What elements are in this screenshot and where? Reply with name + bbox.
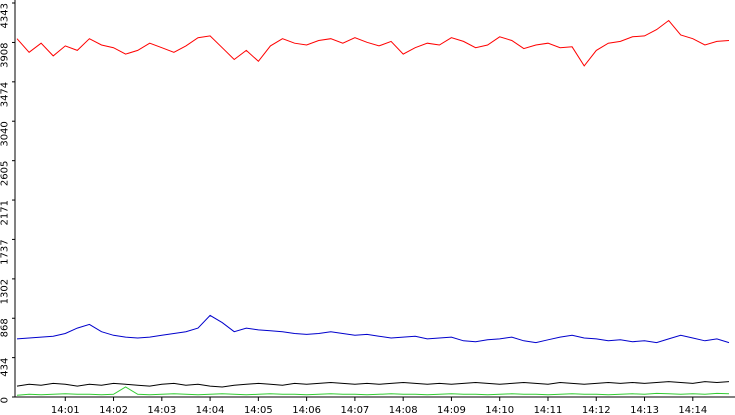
y-tick-label: 2605 <box>0 161 10 186</box>
x-tick-label: 14:09 <box>437 405 466 415</box>
x-tick-label: 14:05 <box>244 405 273 415</box>
x-tick-label: 14:13 <box>630 405 659 415</box>
y-tick-label: 2171 <box>0 200 10 225</box>
x-tick-label: 14:11 <box>534 405 563 415</box>
y-tick-label: 3040 <box>0 121 10 146</box>
x-tick-label: 14:07 <box>340 405 369 415</box>
x-tick-label: 14:01 <box>51 405 80 415</box>
x-tick-label: 14:02 <box>99 405 128 415</box>
y-tick-label: 0 <box>0 397 10 403</box>
y-tick-label: 4343 <box>0 3 10 28</box>
x-tick-label: 14:10 <box>485 405 514 415</box>
x-tick-label: 14:14 <box>678 405 707 415</box>
series-line <box>16 381 730 388</box>
y-tick-label: 3908 <box>0 42 10 67</box>
series-line <box>16 19 730 67</box>
y-tick-label: 3474 <box>0 82 10 107</box>
x-tick-label: 14:04 <box>196 405 225 415</box>
x-tick-label: 14:03 <box>147 405 176 415</box>
x-tick-label: 14:06 <box>292 405 321 415</box>
series-line <box>16 386 730 396</box>
y-tick-label: 868 <box>0 318 10 337</box>
y-tick-label: 434 <box>0 358 10 377</box>
x-tick-label: 14:08 <box>389 405 418 415</box>
y-tick-label: 1737 <box>0 239 10 264</box>
y-tick-label: 1302 <box>0 279 10 304</box>
series-line <box>16 314 730 344</box>
x-tick-label: 14:12 <box>582 405 611 415</box>
